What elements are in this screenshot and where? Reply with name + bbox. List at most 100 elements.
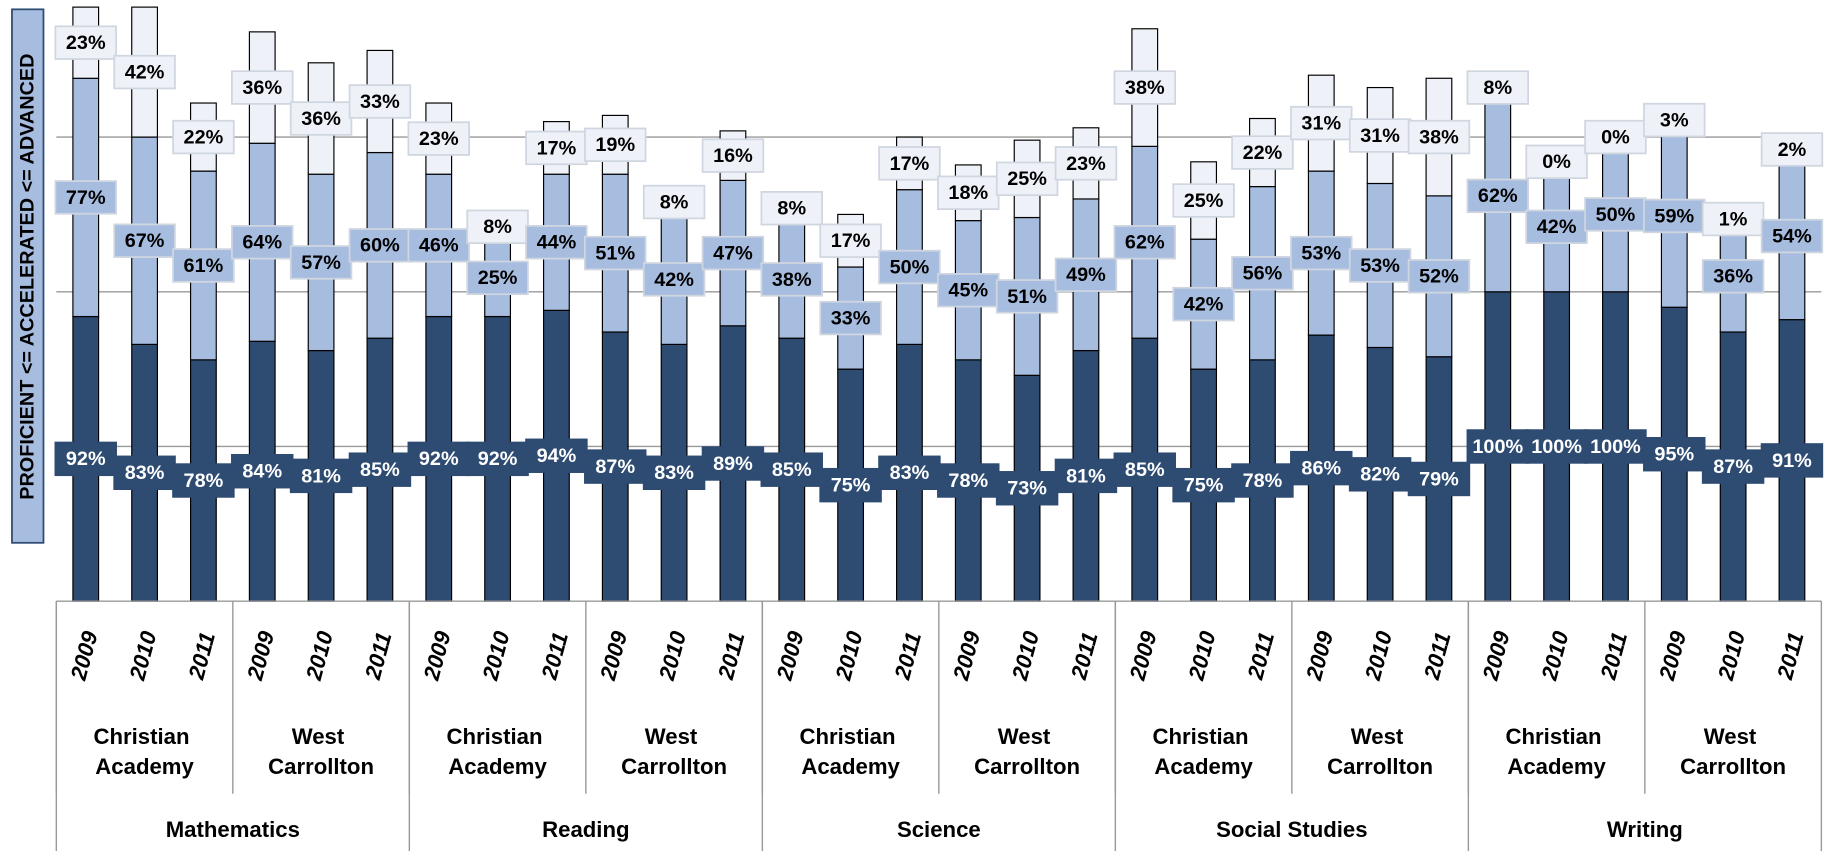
data-label-text: 36% xyxy=(242,77,282,99)
data-label: 42% xyxy=(1525,209,1588,245)
data-label-box xyxy=(1701,449,1765,484)
school-label: West Carrollton xyxy=(974,724,1080,779)
x-tick-label: 2010 xyxy=(1360,628,1397,684)
data-label: 8% xyxy=(642,184,706,220)
data-label-text: 42% xyxy=(1184,294,1224,316)
data-label-box xyxy=(348,84,412,119)
data-label: 64% xyxy=(231,225,294,260)
x-tick-label: 2010 xyxy=(1713,628,1750,684)
data-label: 33% xyxy=(819,300,882,336)
data-label-box xyxy=(642,184,706,220)
y-axis-label: PROFICIENT <= ACCELERATED <= ADVANCED xyxy=(17,54,39,500)
data-label-text: 62% xyxy=(1125,232,1165,254)
data-label: 25% xyxy=(1172,183,1235,218)
data-label: 17% xyxy=(878,146,941,181)
data-label-text: 23% xyxy=(419,128,459,150)
data-label-text: 91% xyxy=(1772,450,1812,472)
data-label-text: 22% xyxy=(184,126,224,148)
data-label-text: 42% xyxy=(125,61,165,83)
data-label: 62% xyxy=(1113,225,1176,260)
data-label-box xyxy=(584,235,647,271)
data-label: 23% xyxy=(54,25,117,60)
data-label-text: 17% xyxy=(537,137,577,159)
data-label: 100% xyxy=(1525,429,1588,464)
data-label: 25% xyxy=(466,260,529,296)
data-label: 19% xyxy=(584,127,647,163)
data-label-box xyxy=(584,127,647,163)
data-label-box xyxy=(1172,183,1235,218)
subject-label: Mathematics xyxy=(166,817,300,842)
data-label: 0% xyxy=(1525,144,1588,180)
data-label-text: 57% xyxy=(301,252,341,274)
school-label: West Carrollton xyxy=(1680,724,1786,779)
data-label-text: 51% xyxy=(1007,286,1047,308)
data-label-text: 25% xyxy=(1184,190,1224,212)
data-label-box xyxy=(1760,443,1824,478)
data-label-text: 78% xyxy=(948,470,988,492)
data-label: 23% xyxy=(1054,146,1118,181)
data-label-text: 17% xyxy=(831,230,871,252)
data-label-text: 22% xyxy=(1243,142,1283,164)
data-label-box xyxy=(348,452,412,487)
data-label: 49% xyxy=(1054,257,1118,292)
data-label-text: 84% xyxy=(242,461,282,483)
data-label-text: 78% xyxy=(1243,470,1283,492)
data-label-text: 49% xyxy=(1066,264,1106,286)
school-label: Christian Academy xyxy=(1153,724,1255,779)
data-label-text: 81% xyxy=(1066,465,1106,487)
data-label-text: 1% xyxy=(1719,208,1748,230)
x-tick-label: 2011 xyxy=(1595,629,1632,682)
x-tick-label: 2011 xyxy=(1066,629,1103,682)
data-label-text: 59% xyxy=(1654,205,1694,227)
data-label: 82% xyxy=(1348,457,1412,492)
data-label: 85% xyxy=(348,452,412,487)
data-label-text: 50% xyxy=(1596,204,1636,226)
data-label-text: 61% xyxy=(184,255,224,277)
data-label: 36% xyxy=(231,70,294,105)
data-label: 50% xyxy=(878,249,941,285)
school-label: Christian Academy xyxy=(446,724,548,779)
data-label: 91% xyxy=(1760,443,1824,478)
data-label-box xyxy=(819,300,882,336)
data-label-text: 50% xyxy=(890,256,930,278)
data-label: 8% xyxy=(760,191,823,226)
data-label-box xyxy=(760,452,823,487)
data-label: 0% xyxy=(1584,119,1647,155)
data-label: 83% xyxy=(113,455,176,490)
data-label: 73% xyxy=(995,471,1059,506)
x-tick-label: 2010 xyxy=(654,628,691,684)
data-label-text: 75% xyxy=(831,475,871,497)
data-label-text: 53% xyxy=(1360,255,1400,277)
data-label: 59% xyxy=(1643,198,1706,234)
data-label-text: 19% xyxy=(595,134,635,156)
data-label-box xyxy=(1466,70,1530,105)
data-label-text: 25% xyxy=(1007,168,1047,190)
data-label-text: 31% xyxy=(1360,125,1400,147)
data-label-box xyxy=(1525,144,1588,180)
data-label-text: 92% xyxy=(419,448,459,470)
data-label-text: 95% xyxy=(1654,444,1694,466)
data-label: 78% xyxy=(1231,463,1294,498)
data-label: 78% xyxy=(172,463,235,498)
data-label: 81% xyxy=(289,458,353,494)
data-label-box xyxy=(760,191,823,226)
data-label: 100% xyxy=(1584,429,1647,464)
school-label: Christian Academy xyxy=(93,724,195,779)
data-label-box xyxy=(407,121,470,156)
data-label: 33% xyxy=(348,84,412,119)
data-label-text: 17% xyxy=(890,153,930,175)
data-label-text: 36% xyxy=(301,108,341,130)
data-label-text: 33% xyxy=(831,307,871,329)
data-label-box xyxy=(231,70,294,105)
data-label: 51% xyxy=(584,235,647,271)
data-label-box xyxy=(878,146,941,181)
data-label: 38% xyxy=(1407,119,1471,155)
data-label-text: 85% xyxy=(1125,459,1165,481)
data-label: 22% xyxy=(1231,135,1294,170)
data-label-text: 87% xyxy=(1713,456,1753,478)
data-label-box xyxy=(1584,119,1647,155)
data-label-text: 16% xyxy=(713,145,753,167)
data-label-text: 82% xyxy=(1360,464,1400,486)
data-label: 51% xyxy=(995,279,1059,314)
data-label: 85% xyxy=(1113,452,1176,487)
